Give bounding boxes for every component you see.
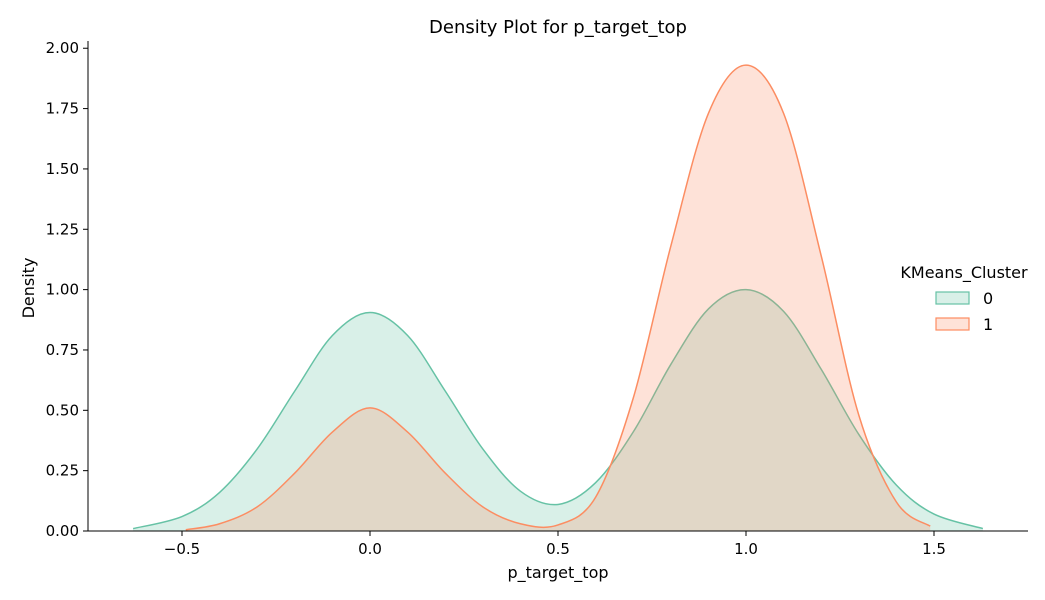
- legend-swatch-series-1: [935, 317, 970, 331]
- y-ticks: 0.00 0.25 0.50 0.75 1.00 1.25 1.50 1.75 2.00: [46, 39, 88, 540]
- density-line-series-0: [132, 288, 984, 530]
- legend-swatch-series-0: [935, 291, 970, 305]
- y-tick-label: 1.50: [46, 160, 79, 178]
- y-axis-label: Density: [19, 258, 38, 319]
- y-tick-label: 0.50: [46, 401, 79, 419]
- y-tick-label: 0.00: [46, 522, 79, 540]
- y-tick-label: 1.00: [46, 281, 79, 299]
- x-tick-label: 1.0: [734, 540, 758, 558]
- legend: KMeans_Cluster 01: [900, 263, 1028, 334]
- y-tick-label: 2.00: [46, 39, 79, 57]
- legend-label-series-1: 1: [983, 315, 993, 334]
- y-tick-label: 1.75: [46, 100, 79, 118]
- y-tick-label: 0.25: [46, 462, 79, 480]
- x-tick-label: −0.5: [164, 540, 200, 558]
- legend-title: KMeans_Cluster: [900, 263, 1028, 283]
- x-axis-label: p_target_top: [507, 563, 608, 583]
- density-fill-series-0: [133, 289, 983, 531]
- x-tick-label: 0.0: [358, 540, 382, 558]
- x-tick-label: 1.5: [922, 540, 946, 558]
- x-ticks: −0.5 0.0 0.5 1.0 1.5: [164, 531, 946, 558]
- chart-title: Density Plot for p_target_top: [429, 17, 687, 38]
- legend-items: 01: [935, 289, 993, 334]
- density-fill-series-1: [185, 65, 931, 531]
- y-tick-label: 0.75: [46, 341, 79, 359]
- x-tick-label: 0.5: [546, 540, 570, 558]
- y-tick-label: 1.25: [46, 220, 79, 238]
- density-line-series-1: [185, 64, 931, 531]
- density-areas: [132, 64, 984, 531]
- legend-label-series-0: 0: [983, 289, 993, 308]
